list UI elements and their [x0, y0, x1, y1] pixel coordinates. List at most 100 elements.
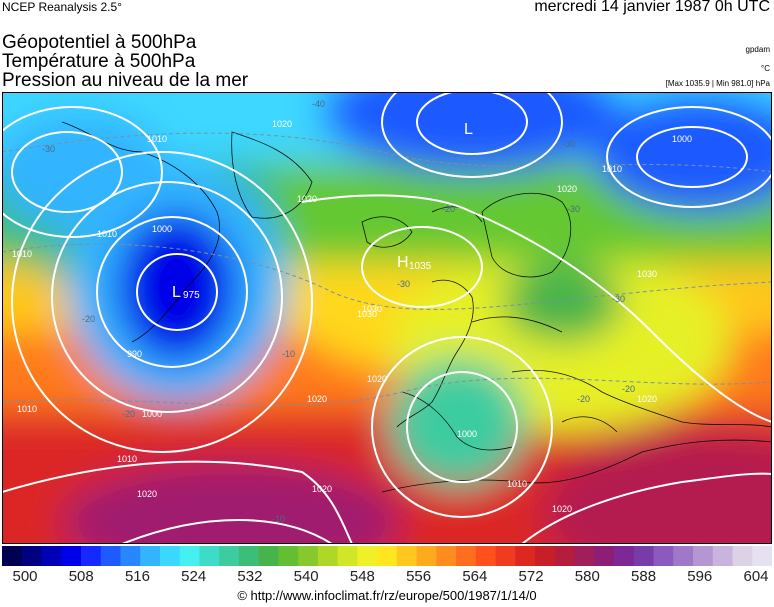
low-pressure-center: L 975: [172, 284, 200, 301]
pressure-label: 1000: [672, 134, 692, 144]
weather-map: 1010 1000 1010 1020 1030 1020 1020 1010 …: [2, 92, 772, 544]
isobars: [2, 92, 772, 544]
color-scale-tick-label: 540: [293, 568, 319, 585]
color-swatch: [495, 546, 516, 566]
color-swatch: [456, 546, 477, 566]
pressure-labels: 1010 1000 1010 1020 1030 1020 1020 1010 …: [12, 119, 692, 514]
pressure-label: 1010: [97, 229, 117, 239]
pressure-label: 1010: [12, 249, 32, 259]
temperature-label: -10: [272, 514, 285, 524]
color-swatch: [633, 546, 655, 566]
color-swatch: [199, 546, 220, 566]
pressure-label: 1020: [557, 184, 577, 194]
color-swatch: [614, 546, 635, 566]
color-scale-tick-label: 500: [12, 568, 38, 585]
source-label: NCEP Reanalysis 2.5°: [2, 0, 122, 14]
pressure-label: 990: [127, 349, 142, 359]
temperature-label: -20: [442, 204, 455, 214]
temperature-label: -30: [612, 294, 625, 304]
source-credit: © http://www.infoclimat.fr/rz/europe/500…: [237, 588, 537, 603]
low-pressure-center: L: [464, 121, 473, 138]
unit-temperature: °C: [761, 64, 770, 73]
color-swatch: [21, 546, 43, 566]
low-value: 975: [183, 290, 200, 301]
high-pressure-center: H 1035: [397, 254, 432, 272]
pressure-label: 1020: [272, 119, 292, 129]
date-label: mercredi 14 janvier 1987 0h UTC: [534, 0, 770, 15]
color-swatch: [219, 546, 240, 566]
color-swatch: [179, 546, 201, 566]
temperature-label: -20: [122, 409, 135, 419]
temperature-label: -40: [312, 99, 325, 109]
temperature-label: -20: [577, 394, 590, 404]
color-swatch: [515, 546, 536, 566]
temperature-label: -10: [282, 349, 295, 359]
color-swatch: [80, 546, 102, 566]
pressure-label: 1000: [152, 224, 172, 234]
color-scale-bar: [2, 546, 772, 566]
color-swatch: [752, 546, 772, 566]
color-swatch: [337, 546, 358, 566]
color-scale-tick-label: 516: [124, 568, 150, 585]
color-scale-tick-label: 588: [631, 568, 657, 585]
title-geopotential: Géopotentiel à 500hPa: [2, 32, 197, 53]
low-symbol: L: [464, 121, 473, 138]
color-swatch: [140, 546, 161, 566]
color-swatch: [653, 546, 674, 566]
color-swatch: [120, 546, 141, 566]
color-swatch: [396, 546, 418, 566]
color-swatch: [377, 546, 398, 566]
color-swatch: [2, 546, 23, 566]
temperature-label: -30: [397, 279, 410, 289]
pressure-label: 1020: [137, 489, 157, 499]
pressure-centers: L 975 L H 1035: [172, 121, 473, 301]
color-swatch: [100, 546, 122, 566]
low-symbol: L: [172, 284, 181, 301]
temperature-label: -30: [42, 144, 55, 154]
high-symbol: H: [397, 254, 409, 271]
pressure-label: 1010: [507, 479, 527, 489]
pressure-label: 1010: [147, 134, 167, 144]
temperature-labels: -30 -30 -40 -20 -30 -10 -20 -30 -20 -20 …: [42, 99, 635, 524]
color-scale-tick-label: 564: [462, 568, 488, 585]
color-swatch: [317, 546, 339, 566]
color-swatch: [732, 546, 753, 566]
high-value: 1035: [409, 261, 432, 272]
color-swatch: [61, 546, 82, 566]
pressure-label: 1020: [297, 194, 317, 204]
title-temperature: Température à 500hPa: [2, 51, 196, 72]
pressure-label: 1010: [602, 164, 622, 174]
color-scale-labels: 500 508 516 524 532 540 548 556 564 572 580 588 596 6…: [0, 568, 774, 588]
color-swatch: [41, 546, 62, 566]
color-swatch: [278, 546, 299, 566]
pressure-label: 1000: [142, 409, 162, 419]
pressure-label: 1020: [637, 394, 657, 404]
pressure-label: 1030: [357, 309, 377, 319]
color-scale-tick-label: 556: [406, 568, 432, 585]
pressure-label: 1020: [312, 484, 332, 494]
pressure-label: 1020: [307, 394, 327, 404]
title-pressure: Pression au niveau de la mer: [2, 70, 249, 91]
color-swatch: [416, 546, 437, 566]
temperature-label: -30: [567, 204, 580, 214]
unit-geopotential: gpdam: [745, 45, 770, 54]
pressure-label: 1030: [362, 304, 382, 314]
color-swatch: [594, 546, 615, 566]
color-scale-tick-label: 580: [574, 568, 600, 585]
color-swatch: [258, 546, 280, 566]
color-swatch: [436, 546, 457, 566]
color-swatch: [535, 546, 556, 566]
pressure-label: 1030: [637, 269, 657, 279]
pressure-label: 1020: [552, 504, 572, 514]
color-scale-tick-label: 508: [68, 568, 94, 585]
color-swatch: [475, 546, 497, 566]
color-swatch: [693, 546, 714, 566]
color-swatch: [238, 546, 260, 566]
pressure-label: 1010: [117, 454, 137, 464]
color-swatch: [298, 546, 319, 566]
pressure-label: 1000: [457, 429, 477, 439]
temperature-label: -20: [82, 314, 95, 324]
color-scale-tick-label: 532: [237, 568, 263, 585]
color-swatch: [574, 546, 595, 566]
temperature-label: -20: [622, 384, 635, 394]
